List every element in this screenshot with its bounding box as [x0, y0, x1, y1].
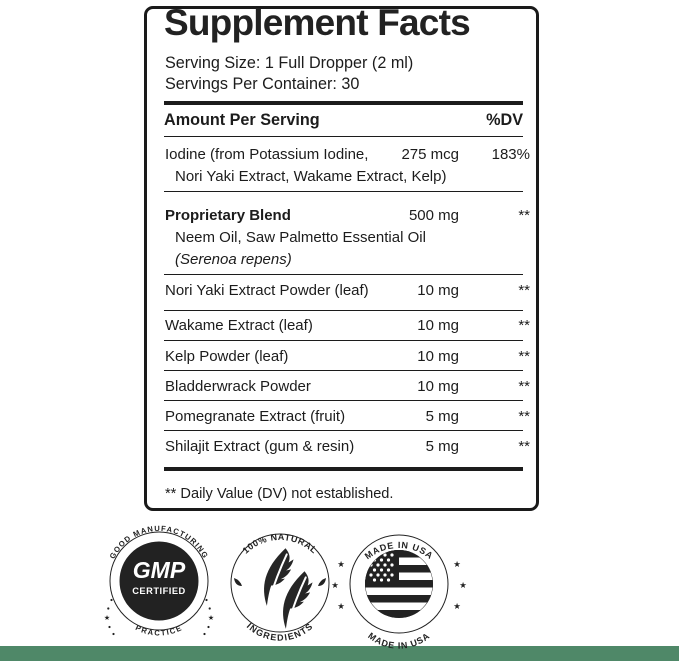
svg-text:★: ★ [331, 580, 339, 590]
svg-text:CERTIFIED: CERTIFIED [132, 586, 186, 596]
svg-text:★: ★ [453, 601, 461, 611]
svg-text:★: ★ [337, 601, 345, 611]
svg-text:★: ★ [208, 614, 214, 622]
svg-text:PRACTICE: PRACTICE [134, 623, 184, 637]
svg-text:★: ★ [337, 559, 345, 569]
svg-text:GMP: GMP [133, 557, 186, 583]
svg-text:100% NATURAL: 100% NATURAL [241, 532, 320, 556]
svg-text:★: ★ [453, 559, 461, 569]
svg-text:MADE IN USA: MADE IN USA [366, 631, 432, 651]
svg-text:★: ★ [459, 580, 467, 590]
svg-text:★: ★ [104, 614, 110, 622]
